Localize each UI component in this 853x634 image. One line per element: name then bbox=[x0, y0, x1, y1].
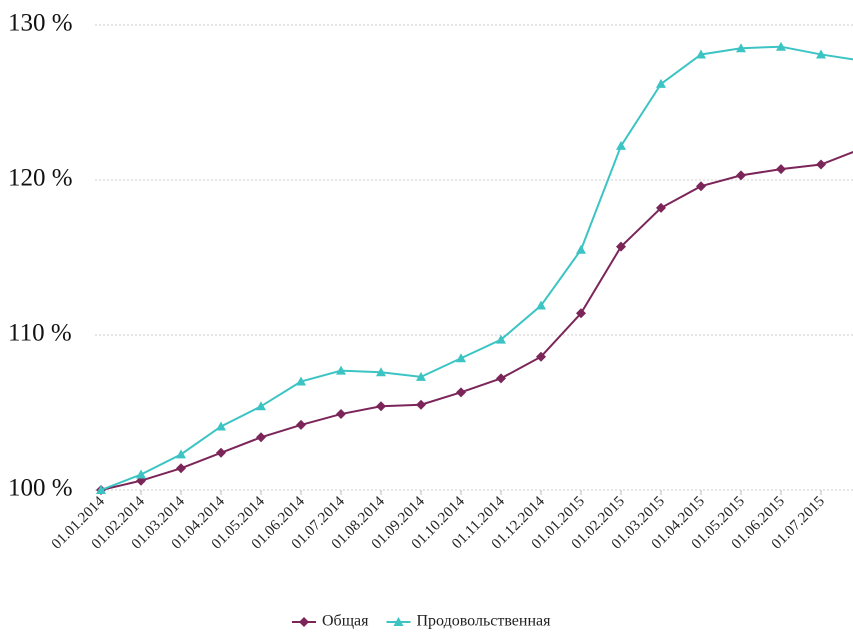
marker bbox=[376, 401, 386, 412]
marker bbox=[296, 419, 306, 430]
marker bbox=[256, 432, 266, 443]
marker bbox=[216, 421, 226, 431]
marker bbox=[376, 367, 386, 377]
marker bbox=[576, 244, 586, 254]
marker bbox=[456, 353, 466, 363]
marker bbox=[616, 241, 626, 252]
y-tick-label: 120 % bbox=[8, 165, 73, 192]
series-line bbox=[100, 151, 853, 491]
legend-label: Общая bbox=[322, 613, 369, 630]
y-tick-label: 100 % bbox=[8, 475, 73, 502]
marker bbox=[736, 43, 746, 53]
marker bbox=[576, 308, 586, 319]
marker bbox=[336, 409, 346, 420]
marker bbox=[393, 617, 404, 626]
marker bbox=[776, 41, 786, 51]
marker bbox=[296, 376, 306, 386]
marker bbox=[496, 373, 506, 384]
marker bbox=[616, 140, 626, 150]
marker bbox=[416, 371, 426, 381]
marker bbox=[736, 170, 746, 181]
marker bbox=[416, 399, 426, 410]
marker bbox=[136, 469, 146, 479]
marker bbox=[96, 485, 106, 494]
marker bbox=[696, 49, 706, 59]
marker bbox=[536, 351, 546, 362]
marker bbox=[816, 49, 826, 59]
marker bbox=[816, 159, 826, 170]
marker bbox=[536, 300, 546, 310]
marker bbox=[456, 387, 466, 398]
marker bbox=[336, 365, 346, 375]
y-tick-label: 130 % bbox=[8, 10, 73, 37]
marker bbox=[216, 447, 226, 458]
marker bbox=[696, 181, 706, 192]
marker bbox=[656, 202, 666, 213]
marker bbox=[776, 164, 786, 175]
legend-label: Продовольственная bbox=[416, 613, 551, 630]
marker bbox=[496, 334, 506, 344]
series-line bbox=[100, 45, 853, 491]
marker bbox=[299, 617, 309, 627]
marker bbox=[176, 463, 186, 474]
y-tick-label: 110 % bbox=[8, 320, 72, 347]
marker bbox=[656, 78, 666, 88]
marker bbox=[256, 401, 266, 411]
marker bbox=[176, 449, 186, 459]
